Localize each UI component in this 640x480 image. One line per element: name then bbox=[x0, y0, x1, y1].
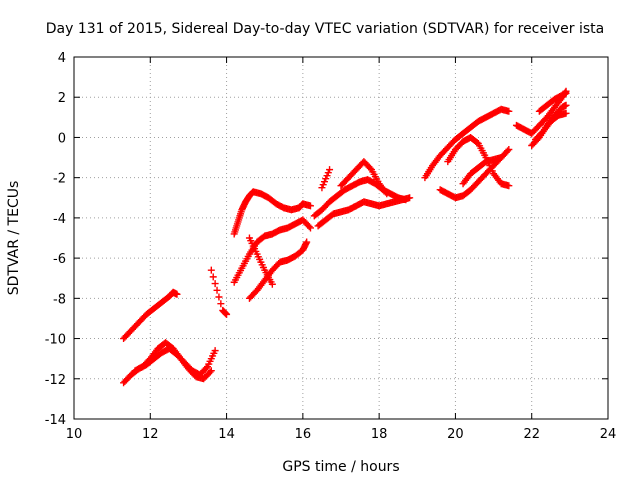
y-tick-label: -14 bbox=[45, 413, 66, 428]
y-tick-label: 4 bbox=[58, 51, 66, 66]
y-tick-label: 2 bbox=[58, 91, 66, 106]
x-tick-label: 14 bbox=[218, 427, 235, 442]
y-tick-label: -6 bbox=[53, 252, 66, 267]
y-tick-label: -12 bbox=[45, 373, 66, 388]
y-tick-label: -2 bbox=[53, 172, 66, 187]
x-tick-label: 24 bbox=[600, 427, 617, 442]
data-points bbox=[120, 87, 570, 387]
axis-ticks bbox=[73, 56, 609, 420]
series-track-t bbox=[532, 109, 570, 143]
data-point bbox=[505, 182, 513, 190]
data-point bbox=[305, 223, 313, 231]
y-tick-label: -10 bbox=[45, 333, 66, 348]
y-axis-title: SDTVAR / TECUs bbox=[6, 181, 22, 296]
series-track-p bbox=[459, 154, 505, 188]
y-tick-label: 0 bbox=[58, 131, 66, 146]
x-tick-label: 18 bbox=[371, 427, 388, 442]
chart-title: Day 131 of 2015, Sidereal Day-to-day VTE… bbox=[46, 21, 604, 37]
data-point bbox=[306, 224, 314, 232]
data-point bbox=[213, 286, 221, 294]
grid bbox=[74, 57, 608, 419]
data-point bbox=[207, 367, 215, 375]
data-point bbox=[383, 190, 391, 198]
series-track-c bbox=[131, 339, 215, 383]
x-tick-label: 12 bbox=[142, 427, 159, 442]
series-track-k bbox=[337, 158, 391, 198]
data-point bbox=[497, 154, 505, 162]
series-track-f bbox=[230, 216, 314, 286]
data-point bbox=[306, 202, 314, 210]
x-tick-label: 10 bbox=[66, 427, 83, 442]
series-track-l bbox=[318, 166, 334, 192]
x-axis-title: GPS time / hours bbox=[282, 459, 399, 475]
series-track-a bbox=[120, 288, 181, 343]
x-tick-label: 22 bbox=[523, 427, 540, 442]
data-point bbox=[505, 146, 513, 154]
data-point bbox=[326, 166, 334, 174]
series-track-e bbox=[230, 188, 314, 238]
series-track-m bbox=[421, 105, 513, 182]
data-point bbox=[211, 347, 219, 355]
data-point bbox=[504, 147, 512, 155]
data-point bbox=[562, 89, 570, 97]
data-point bbox=[173, 290, 181, 298]
data-point bbox=[217, 300, 225, 308]
y-tick-labels: -14 -12 -10 -8 -6 -4 -2 0 2 4 bbox=[45, 51, 66, 428]
data-point bbox=[303, 238, 311, 246]
series-track-i bbox=[310, 176, 410, 220]
series-track-h bbox=[245, 234, 276, 288]
data-point bbox=[268, 280, 276, 288]
data-point bbox=[406, 194, 414, 202]
data-point bbox=[207, 266, 215, 274]
data-point bbox=[223, 310, 231, 318]
series-track-j bbox=[314, 194, 414, 230]
data-point bbox=[206, 368, 214, 376]
x-tick-labels: 10 12 14 16 18 20 22 24 bbox=[66, 427, 617, 442]
data-point bbox=[211, 280, 219, 288]
series-track-d bbox=[207, 266, 231, 318]
data-point bbox=[562, 101, 570, 109]
plot-border bbox=[73, 56, 609, 420]
data-point bbox=[209, 273, 217, 281]
series-track-s bbox=[535, 89, 570, 115]
data-point bbox=[505, 107, 513, 115]
y-tick-label: -8 bbox=[53, 292, 66, 307]
data-point bbox=[366, 164, 374, 172]
data-point bbox=[215, 293, 223, 301]
x-tick-label: 16 bbox=[295, 427, 312, 442]
x-tick-label: 20 bbox=[447, 427, 464, 442]
data-point bbox=[562, 109, 570, 117]
y-tick-label: -4 bbox=[53, 212, 66, 227]
data-point bbox=[202, 364, 210, 372]
